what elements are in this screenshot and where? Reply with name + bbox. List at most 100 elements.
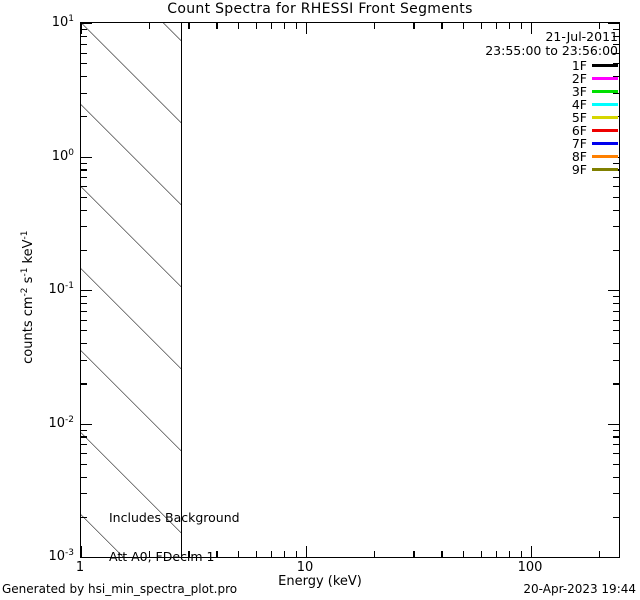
- legend-item-label: 9F: [571, 162, 587, 177]
- y-minor-tick: [81, 52, 87, 54]
- y-minor-tick-right: [613, 43, 619, 45]
- y-minor-tick: [81, 177, 87, 179]
- x-minor-tick: [256, 551, 258, 557]
- plot-annotation: Includes Background Att A0, FDecim 1: [109, 485, 240, 589]
- y-tick-label: 10-2: [48, 414, 74, 431]
- y-minor-tick-right: [613, 92, 619, 94]
- y-minor-tick: [81, 493, 87, 495]
- legend-item: 5F: [485, 110, 618, 125]
- y-minor-tick-right: [613, 310, 619, 312]
- y-minor-tick: [81, 463, 87, 465]
- x-minor-tick: [520, 551, 522, 557]
- x-tick-label: 1: [75, 560, 85, 575]
- y-minor-tick-right: [613, 52, 619, 54]
- y-major-tick-right: [608, 423, 619, 425]
- x-minor-tick: [295, 551, 297, 557]
- y-tick-label: 10-3: [48, 547, 74, 565]
- y-minor-tick: [81, 226, 87, 228]
- x-minor-tick-top: [373, 23, 375, 29]
- y-minor-tick-right: [613, 343, 619, 345]
- x-minor-tick: [238, 551, 240, 557]
- legend-item: 1F: [485, 58, 618, 73]
- legend-item: 9F: [485, 162, 618, 177]
- legend-color-swatch: [592, 77, 618, 80]
- x-minor-tick: [148, 551, 150, 557]
- footer-timestamp: 20-Apr-2023 19:44: [523, 582, 636, 596]
- y-minor-tick: [81, 186, 87, 188]
- x-major-tick-top: [531, 23, 533, 34]
- x-major-tick-top: [81, 23, 83, 34]
- annotation-line-2: Att A0, FDecim 1: [109, 549, 215, 564]
- legend-item: 4F: [485, 97, 618, 112]
- y-minor-tick: [81, 302, 87, 305]
- legend-time-range: 23:55:00 to 23:56:00: [485, 43, 618, 58]
- y-minor-tick: [81, 516, 87, 518]
- x-major-tick: [531, 546, 533, 557]
- y-tick-label: 10-1: [48, 280, 74, 298]
- x-minor-tick-top: [463, 23, 465, 29]
- y-axis-title: counts cm-2 s-1 keV-1: [19, 230, 37, 364]
- y-minor-tick-right: [613, 296, 619, 298]
- x-minor-tick: [509, 551, 511, 557]
- y-minor-tick-right: [613, 186, 619, 188]
- x-minor-tick: [496, 551, 498, 557]
- y-minor-tick-right: [613, 463, 619, 465]
- y-minor-tick: [81, 209, 87, 211]
- legend-item-label: 2F: [571, 71, 587, 86]
- y-minor-tick-right: [613, 319, 619, 321]
- legend-item-label: 5F: [571, 110, 587, 125]
- legend-item: 7F: [485, 136, 618, 151]
- y-minor-tick: [81, 453, 87, 455]
- y-minor-tick-right: [613, 196, 619, 198]
- y-major-tick: [81, 423, 92, 425]
- x-axis-title: Energy (keV): [278, 574, 362, 589]
- legend-color-swatch: [592, 129, 618, 132]
- page-title: Count Spectra for RHESSI Front Segments: [167, 1, 473, 17]
- annotation-line-1: Includes Background: [109, 510, 240, 525]
- y-minor-tick: [81, 63, 87, 65]
- y-minor-tick-right: [613, 359, 619, 361]
- y-minor-tick: [81, 35, 87, 38]
- y-minor-tick: [81, 383, 87, 385]
- y-minor-tick: [81, 169, 87, 171]
- y-minor-tick-right: [613, 177, 619, 179]
- y-minor-tick: [81, 249, 87, 251]
- y-major-tick-right: [608, 23, 619, 25]
- y-minor-tick-right: [613, 35, 619, 38]
- y-minor-tick-right: [613, 444, 619, 446]
- y-minor-tick-right: [613, 429, 619, 431]
- legend-item-label: 3F: [571, 84, 587, 99]
- y-minor-tick-right: [613, 63, 619, 65]
- y-minor-tick: [81, 296, 87, 298]
- x-minor-tick-top: [148, 23, 150, 29]
- y-minor-tick-right: [613, 302, 619, 305]
- y-minor-tick-right: [613, 330, 619, 332]
- x-minor-tick: [481, 551, 483, 557]
- x-minor-tick: [271, 551, 273, 557]
- y-minor-tick-right: [613, 209, 619, 211]
- x-minor-tick-top: [256, 23, 258, 29]
- x-major-tick: [81, 546, 83, 557]
- y-minor-tick-right: [613, 76, 619, 78]
- x-minor-tick-top: [509, 23, 511, 29]
- x-minor-tick-top: [238, 23, 240, 29]
- x-minor-tick: [284, 551, 286, 557]
- x-minor-tick: [441, 551, 443, 557]
- x-minor-tick-top: [284, 23, 286, 29]
- x-minor-tick-top: [188, 23, 190, 29]
- y-minor-tick: [81, 76, 87, 78]
- x-tick-label: 10: [296, 560, 314, 575]
- y-minor-tick-right: [613, 516, 619, 518]
- x-minor-tick: [373, 551, 375, 557]
- y-major-tick-right: [608, 557, 619, 559]
- y-minor-tick-right: [613, 226, 619, 228]
- y-major-tick: [81, 290, 92, 292]
- y-minor-tick: [81, 444, 87, 446]
- legend-color-swatch: [592, 155, 618, 158]
- legend-item-label: 6F: [571, 123, 587, 138]
- y-minor-tick: [81, 476, 87, 478]
- legend-date: 21-Jul-2011: [545, 29, 618, 44]
- y-minor-tick: [81, 359, 87, 361]
- hatched-region-edge: [181, 23, 183, 557]
